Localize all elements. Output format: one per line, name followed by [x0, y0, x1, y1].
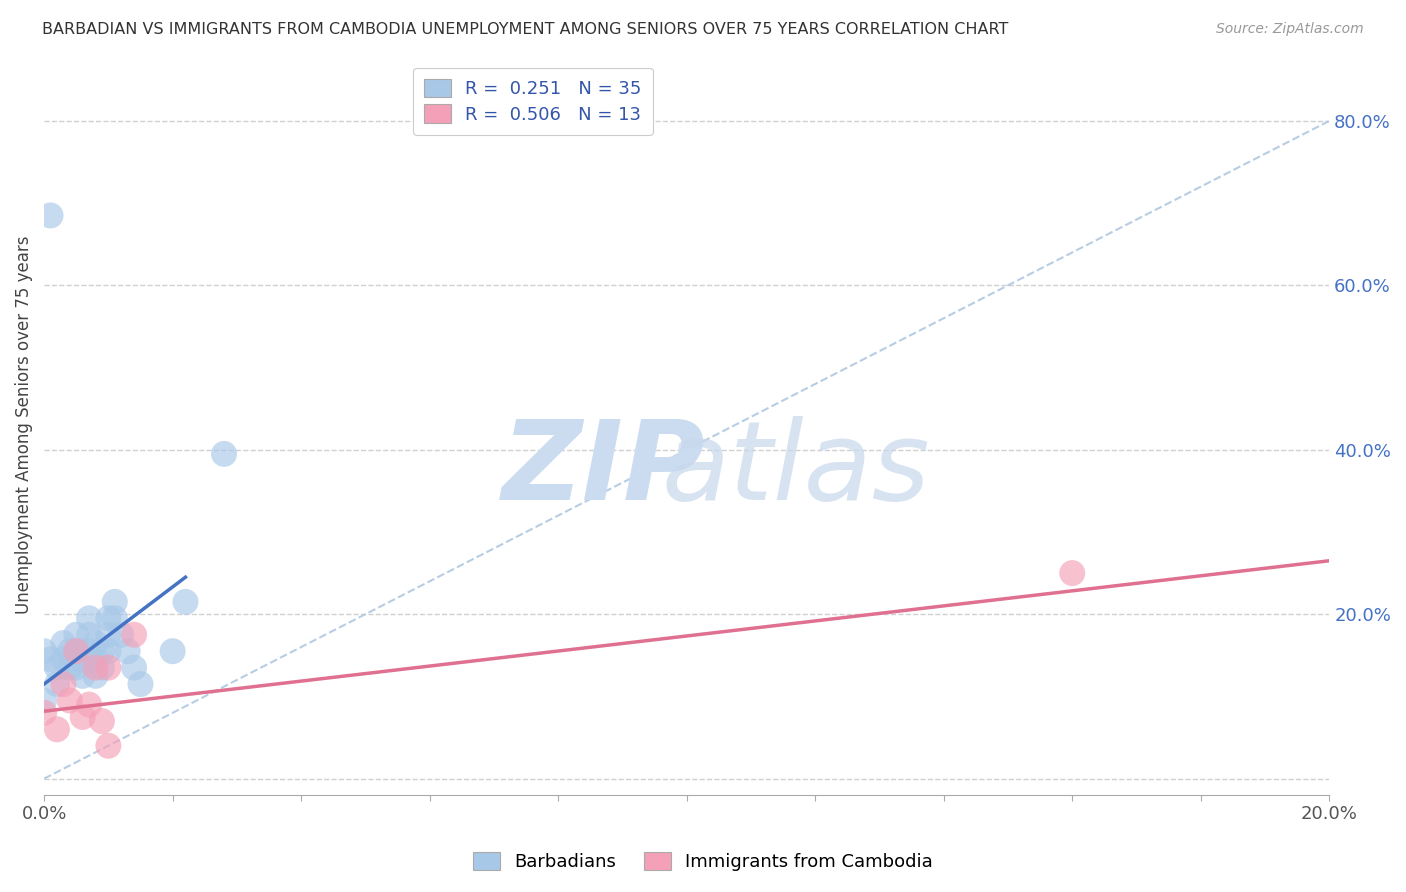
Point [162, 644, 184, 658]
Point [46, 660, 69, 674]
Point [59, 660, 82, 674]
Point [104, 611, 127, 625]
Text: ZIP: ZIP [502, 416, 704, 523]
Point [32, 693, 55, 707]
Point [46, 723, 69, 737]
Text: Source: ZipAtlas.com: Source: ZipAtlas.com [1216, 22, 1364, 37]
Point [52, 636, 75, 650]
Point [129, 677, 152, 691]
Point [97, 628, 120, 642]
Point [84, 669, 107, 683]
Point [39, 652, 62, 666]
Point [97, 611, 120, 625]
Point [212, 447, 235, 461]
Point [32, 706, 55, 720]
Point [59, 644, 82, 658]
Point [77, 698, 100, 712]
Point [91, 660, 114, 674]
Point [91, 644, 114, 658]
Point [122, 660, 145, 674]
Point [72, 652, 94, 666]
Point [65, 644, 87, 658]
Point [97, 739, 120, 753]
Point [32, 644, 55, 658]
Point [97, 660, 120, 674]
Legend: Barbadians, Immigrants from Cambodia: Barbadians, Immigrants from Cambodia [465, 845, 941, 879]
Point [46, 677, 69, 691]
Point [77, 611, 100, 625]
Point [110, 628, 132, 642]
Point [91, 714, 114, 728]
Point [72, 710, 94, 724]
Point [52, 677, 75, 691]
Point [174, 595, 197, 609]
Point [59, 693, 82, 707]
Point [84, 660, 107, 674]
Point [97, 644, 120, 658]
Point [52, 652, 75, 666]
Point [65, 628, 87, 642]
Point [77, 644, 100, 658]
Legend: R =  0.251   N = 35, R =  0.506   N = 13: R = 0.251 N = 35, R = 0.506 N = 13 [413, 68, 652, 135]
Point [122, 628, 145, 642]
Point [72, 669, 94, 683]
Text: BARBADIAN VS IMMIGRANTS FROM CAMBODIA UNEMPLOYMENT AMONG SENIORS OVER 75 YEARS C: BARBADIAN VS IMMIGRANTS FROM CAMBODIA UN… [42, 22, 1008, 37]
Point [84, 652, 107, 666]
Point [1062, 566, 1084, 580]
Point [65, 660, 87, 674]
Point [39, 209, 62, 223]
Point [104, 595, 127, 609]
Point [84, 636, 107, 650]
Point [77, 628, 100, 642]
Y-axis label: Unemployment Among Seniors over 75 years: Unemployment Among Seniors over 75 years [15, 235, 32, 615]
Point [65, 644, 87, 658]
Text: atlas: atlas [662, 416, 931, 523]
Point [117, 644, 139, 658]
